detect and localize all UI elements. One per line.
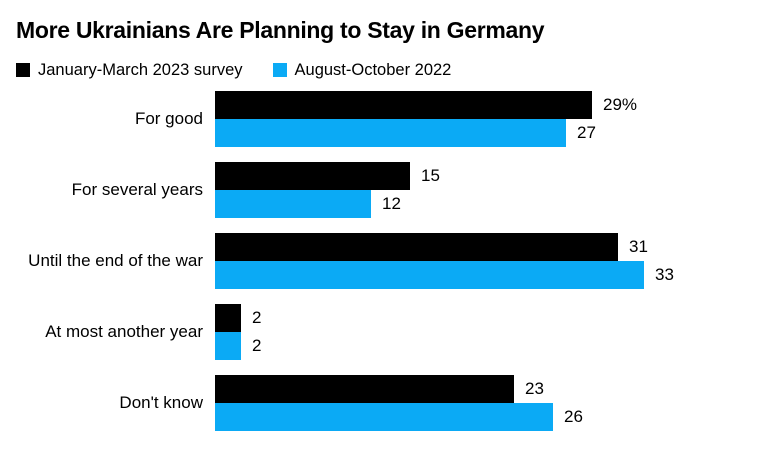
legend-item-jan-march-2023: January-March 2023 survey — [16, 60, 243, 80]
bar-line: 23 — [215, 375, 778, 403]
value-label: 23 — [525, 379, 544, 398]
bar-line: 15 — [215, 162, 778, 190]
value-label: 33 — [655, 265, 674, 284]
value-label: 27 — [577, 123, 596, 142]
value-label: 26 — [564, 407, 583, 426]
bar-line: 2 — [215, 332, 778, 360]
value-label: 29% — [603, 95, 638, 114]
bar-blue — [215, 332, 241, 360]
value-label: 2 — [252, 336, 262, 355]
bar-black — [215, 162, 410, 190]
bar-line: 26 — [215, 403, 778, 431]
chart-row: For several years 15 12 — [16, 162, 778, 218]
bar-blue — [215, 190, 371, 218]
chart-row: For good 29% 27 — [16, 91, 778, 147]
bar-chart: For good 29% 27 For several years 15 12 Until … — [16, 91, 778, 431]
bar-blue — [215, 261, 644, 289]
category-label: Don't know — [119, 393, 203, 412]
chart-title: More Ukrainians Are Planning to Stay in … — [16, 17, 545, 43]
bars-cell: 29% 27 — [215, 91, 778, 147]
bar-line: 27 — [215, 119, 778, 147]
category-label: For several years — [71, 180, 203, 199]
legend-swatch-black — [16, 63, 30, 77]
bar-line: 12 — [215, 190, 778, 218]
legend-label: January-March 2023 survey — [38, 61, 243, 79]
bar-blue — [215, 403, 553, 431]
bars-cell: 31 33 — [215, 233, 778, 289]
category-label: At most another year — [45, 322, 203, 341]
value-label: 15 — [421, 166, 440, 185]
bar-line: 33 — [215, 261, 778, 289]
bars-cell: 23 26 — [215, 375, 778, 431]
legend: January-March 2023 survey August-October… — [16, 60, 778, 80]
bar-black — [215, 304, 241, 332]
legend-label: August-October 2022 — [294, 61, 452, 79]
category-label: Until the end of the war — [28, 251, 203, 270]
chart-row: Until the end of the war 31 33 — [16, 233, 778, 289]
value-label: 12 — [382, 194, 401, 213]
value-label: 2 — [252, 308, 262, 327]
chart-row: Don't know 23 26 — [16, 375, 778, 431]
bars-cell: 15 12 — [215, 162, 778, 218]
bar-line: 2 — [215, 304, 778, 332]
value-label: 31 — [629, 237, 648, 256]
bar-black — [215, 91, 592, 119]
bar-line: 31 — [215, 233, 778, 261]
bar-line: 29% — [215, 91, 778, 119]
bar-blue — [215, 119, 566, 147]
bar-black — [215, 233, 618, 261]
legend-swatch-blue — [272, 63, 287, 77]
legend-item-aug-oct-2022: August-October 2022 — [272, 60, 452, 80]
category-label: For good — [134, 109, 203, 128]
bar-black — [215, 375, 514, 403]
chart-row: At most another year 2 2 — [16, 304, 778, 360]
